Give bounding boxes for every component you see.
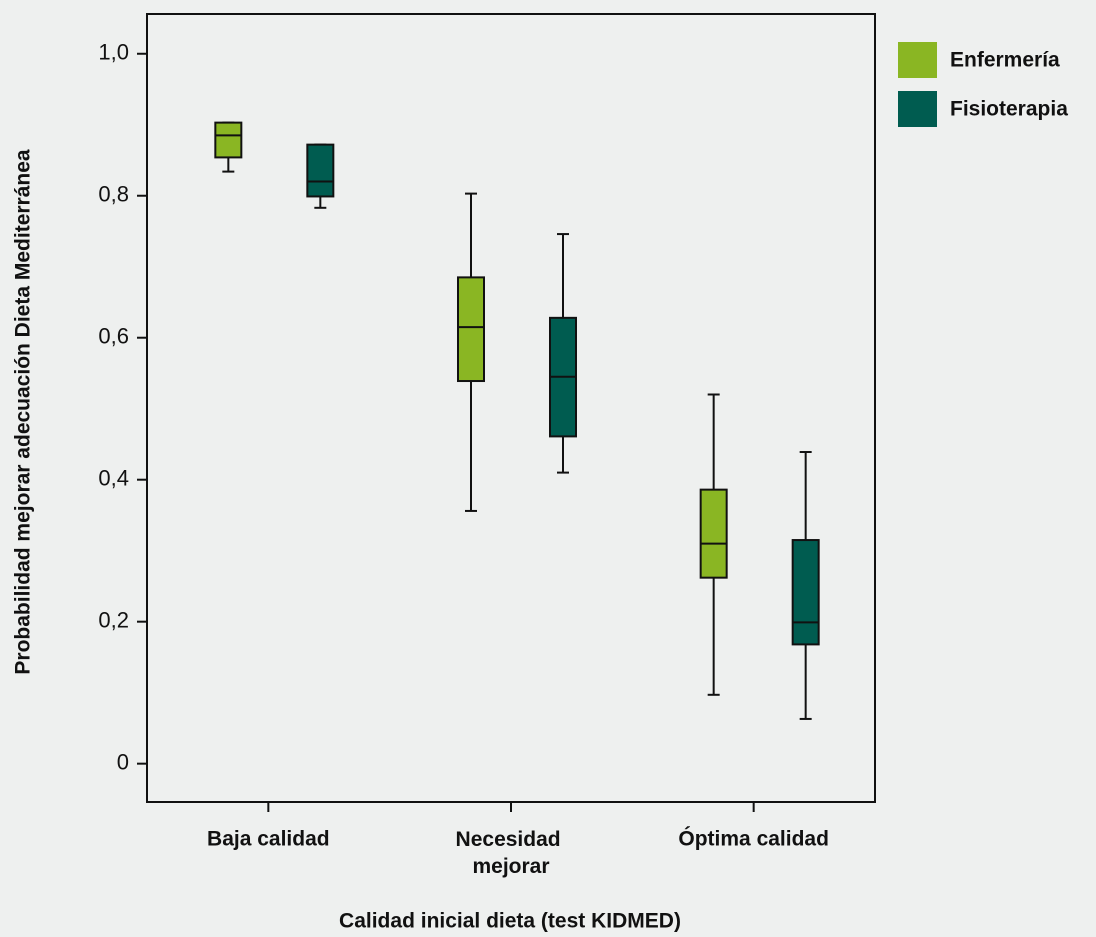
legend-label: Fisioterapia: [950, 98, 1068, 121]
y-tick-label: 0: [117, 749, 129, 774]
legend-label: Enfermería: [950, 49, 1060, 72]
x-tick-label: Óptima calidad: [678, 827, 829, 851]
legend-swatch: [898, 91, 937, 127]
y-tick-label: 1,0: [98, 40, 129, 65]
x-axis-title: Calidad inicial dieta (test KIDMED): [339, 910, 681, 933]
x-tick-label: Baja calidad: [207, 828, 330, 851]
legend-swatch: [898, 42, 937, 78]
box: [699, 488, 728, 579]
box: [214, 121, 243, 159]
box: [791, 539, 820, 646]
plot-frame: [146, 13, 876, 803]
x-tick-label: Necesidad mejorar: [456, 828, 567, 878]
y-axis-title: Probabilidad mejorar adecuación Dieta Me…: [12, 149, 35, 674]
y-tick-label: 0,4: [98, 466, 129, 491]
y-tick-label: 0,6: [98, 324, 129, 349]
y-tick-label: 0,8: [98, 182, 129, 207]
box: [306, 143, 335, 198]
box: [457, 276, 485, 383]
y-tick-label: 0,2: [98, 607, 129, 632]
